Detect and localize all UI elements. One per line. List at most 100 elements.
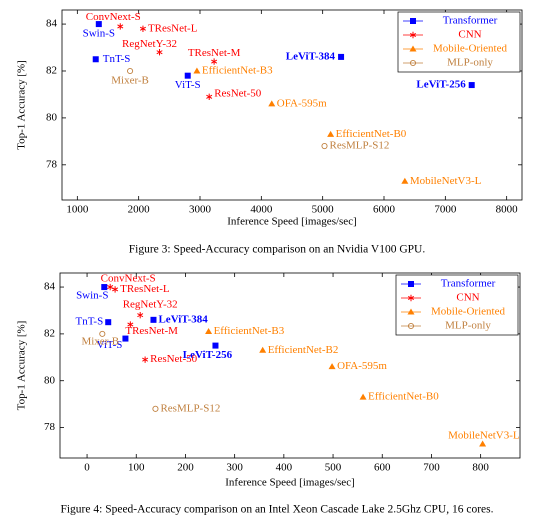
legend-box [395, 274, 519, 336]
x-tick-label: 600 [374, 462, 391, 474]
x-tick-label: 800 [472, 462, 489, 474]
point-label: ResMLP-S12 [330, 140, 390, 152]
legend-marker [409, 31, 417, 39]
marker [184, 72, 191, 79]
plot-frame [61, 9, 523, 201]
x-tick-label: 500 [325, 462, 342, 474]
plot-frame [59, 272, 521, 459]
marker [152, 405, 159, 412]
legend-label: MLP-only [447, 57, 493, 69]
marker [338, 53, 345, 60]
x-tick-label: 3000 [189, 204, 212, 216]
point-label: MobileNetV3-L [448, 429, 520, 441]
marker [92, 56, 99, 63]
point-label: TnT-S [75, 316, 103, 328]
point-label: EfficientNet-B3 [202, 65, 273, 77]
point-label: RegNetY-32 [123, 299, 178, 311]
x-tick-label: 4000 [250, 204, 273, 216]
marker [401, 177, 409, 184]
marker [259, 346, 267, 353]
point-label: ViT-S [97, 339, 123, 351]
point-label: LeViT-256 [416, 79, 466, 91]
point-label: TResNet-M [188, 47, 241, 59]
marker [479, 440, 487, 447]
legend-marker [409, 45, 417, 52]
legend-label: Mobile-Oriented [433, 43, 507, 55]
point-label: EfficientNet-B0 [368, 391, 439, 403]
point-label: EfficientNet-B2 [268, 344, 339, 356]
x-tick-label: 6000 [373, 204, 396, 216]
point-label: Swin-S [76, 290, 108, 302]
marker [101, 284, 108, 291]
point-label: ConvNext-S [86, 11, 141, 23]
y-tick-label: 78 [44, 421, 56, 433]
y-tick-label: 78 [46, 158, 58, 170]
point-label: Mixer-B [111, 75, 149, 87]
marker [117, 23, 124, 30]
point-label: MobileNetV3-L [410, 175, 482, 187]
marker [156, 49, 163, 56]
legend-marker [407, 308, 415, 315]
marker [142, 356, 149, 363]
x-tick-label: 100 [128, 462, 145, 474]
marker [137, 311, 144, 319]
marker [150, 316, 157, 323]
legend-label: MLP-only [445, 320, 491, 332]
point-label: TResNet-M [125, 325, 178, 337]
point-label: TnT-S [103, 53, 131, 65]
y-tick-label: 84 [46, 18, 58, 30]
point-label: Mixer-B [81, 335, 119, 347]
y-tick-label: 82 [44, 327, 55, 339]
legend-label: CNN [456, 292, 479, 304]
y-axis-label: Top-1 Accuracy [%] [16, 60, 28, 150]
marker [112, 286, 119, 293]
x-tick-label: 0 [84, 462, 90, 474]
x-tick-label: 2000 [128, 204, 151, 216]
marker [359, 393, 367, 400]
x-axis-label: Inference Speed [images/sec] [225, 477, 355, 489]
marker [205, 328, 213, 335]
legend-label: Mobile-Oriented [431, 306, 505, 318]
y-axis-label: Top-1 Accuracy [%] [16, 321, 28, 411]
marker [211, 58, 218, 65]
x-tick-label: 5000 [312, 204, 335, 216]
marker [327, 130, 335, 137]
point-label: OFA-595m [277, 97, 327, 109]
legend-marker [410, 18, 416, 24]
legend-label: CNN [458, 29, 481, 41]
point-label: LeViT-256 [183, 349, 233, 361]
marker [122, 335, 129, 342]
y-tick-label: 82 [46, 65, 57, 77]
y-tick-label: 80 [46, 111, 58, 123]
marker [321, 142, 328, 150]
legend-marker [407, 294, 415, 302]
point-label: EfficientNet-B0 [336, 128, 407, 140]
marker [99, 330, 106, 337]
marker [139, 25, 146, 32]
point-label: ConvNext-S [101, 273, 156, 285]
x-tick-label: 1000 [66, 204, 89, 216]
marker [468, 82, 475, 89]
x-tick-label: 8000 [496, 204, 519, 216]
point-label: Swin-S [83, 28, 115, 40]
legend-label: Transformer [441, 278, 496, 290]
marker [105, 319, 112, 326]
marker [127, 67, 134, 75]
point-label: EfficientNet-B3 [214, 325, 285, 337]
caption: Figure 3: Speed-Accuracy comparison on a… [129, 244, 426, 256]
point-label: OFA-595m [337, 360, 387, 372]
marker [206, 93, 213, 100]
y-tick-label: 84 [44, 281, 56, 293]
x-tick-label: 7000 [434, 204, 457, 216]
x-tick-label: 200 [177, 462, 194, 474]
point-label: ViT-S [175, 79, 201, 91]
marker [127, 321, 134, 328]
marker [95, 21, 102, 28]
legend-marker [408, 281, 414, 287]
marker [268, 100, 276, 107]
legend-label: Transformer [443, 15, 498, 27]
marker [107, 283, 114, 291]
caption: Figure 4: Speed-Accuracy comparison on a… [60, 504, 493, 516]
legend-marker [409, 59, 417, 67]
